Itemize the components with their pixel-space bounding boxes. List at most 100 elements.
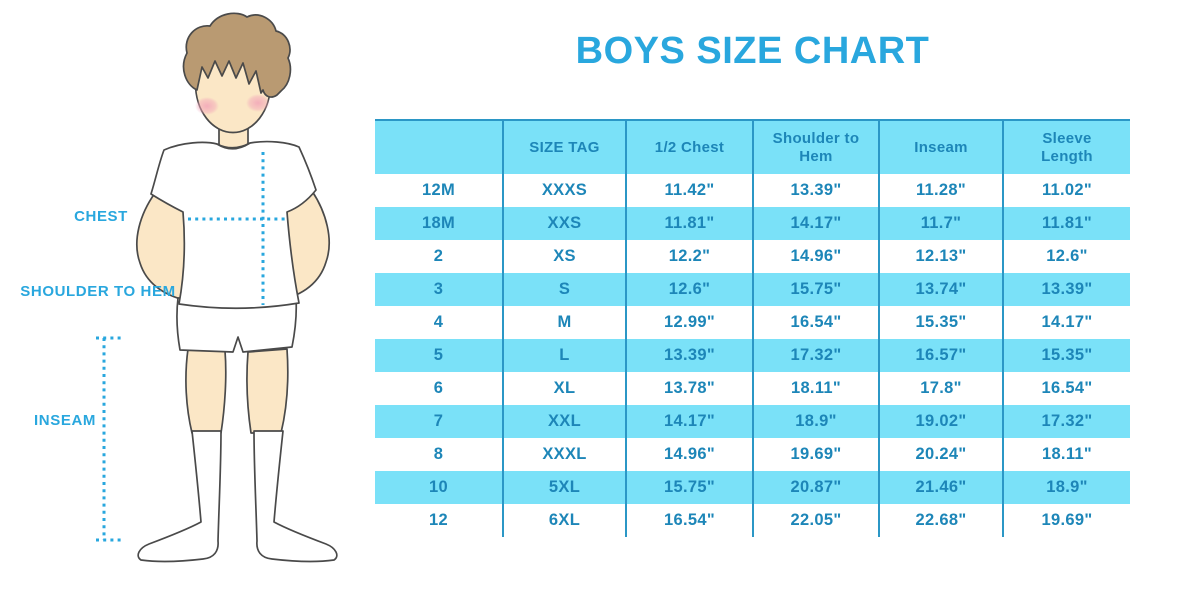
cell-shoulder-to-hem: 20.87" <box>752 471 878 504</box>
cell-half-chest: 13.39" <box>625 339 752 372</box>
boy-cheek-left <box>195 97 219 115</box>
cell-sleeve-length: 17.32" <box>1002 405 1130 438</box>
cell-half-chest: 14.96" <box>625 438 752 471</box>
header-shoulder-to-hem: Shoulder to Hem <box>752 121 878 174</box>
cell-sleeve-length: 14.17" <box>1002 306 1130 339</box>
cell-inseam: 16.57" <box>878 339 1002 372</box>
page-title: BOYS SIZE CHART <box>575 30 930 72</box>
table-row: 12M XXXS 11.42" 13.39" 11.28" 11.02" <box>375 174 1130 207</box>
cell-size-tag: XL <box>502 372 625 405</box>
cell-half-chest: 15.75" <box>625 471 752 504</box>
table-row: 3 S 12.6" 15.75" 13.74" 13.39" <box>375 273 1130 306</box>
table-row: 5 L 13.39" 17.32" 16.57" 15.35" <box>375 339 1130 372</box>
boy-shorts <box>176 297 298 353</box>
cell-sleeve-length: 12.6" <box>1002 240 1130 273</box>
cell-inseam: 17.8" <box>878 372 1002 405</box>
cell-size: 6 <box>433 379 444 397</box>
cell-shoulder-to-hem: 15.75" <box>752 273 878 306</box>
shoulder-to-hem-label: SHOULDER TO HEM <box>20 283 176 300</box>
boy-hair <box>182 12 292 98</box>
boy-leg-left <box>185 348 227 434</box>
cell-shoulder-to-hem: 16.54" <box>752 306 878 339</box>
cell-inseam: 11.28" <box>878 174 1002 207</box>
cell-half-chest: 12.99" <box>625 306 752 339</box>
cell-inseam: 22.68" <box>878 504 1002 537</box>
cell-half-chest: 11.81" <box>625 207 752 240</box>
cell-shoulder-to-hem: 17.32" <box>752 339 878 372</box>
cell-shoulder-to-hem: 18.11" <box>752 372 878 405</box>
boy-leg-right <box>246 348 289 434</box>
table-body: 12M XXXS 11.42" 13.39" 11.28" 11.02" 18M… <box>375 174 1130 537</box>
cell-size: 7 <box>433 412 444 430</box>
cell-sleeve-length: 11.81" <box>1002 207 1130 240</box>
table-row: 8 XXXL 14.96" 19.69" 20.24" 18.11" <box>375 438 1130 471</box>
cell-size: 5 <box>433 346 444 364</box>
cell-size: 2 <box>433 247 444 265</box>
cell-inseam: 11.7" <box>878 207 1002 240</box>
cell-size-tag: S <box>502 273 625 306</box>
table-row: 18M XXS 11.81" 14.17" 11.7" 11.81" <box>375 207 1130 240</box>
cell-inseam: 19.02" <box>878 405 1002 438</box>
table-row: 4 M 12.99" 16.54" 15.35" 14.17" <box>375 306 1130 339</box>
table-row: 10 5XL 15.75" 20.87" 21.46" 18.9" <box>375 471 1130 504</box>
cell-shoulder-to-hem: 14.96" <box>752 240 878 273</box>
header-size <box>375 121 502 174</box>
cell-size: 18M <box>422 214 455 232</box>
header-sleeve-length: Sleeve Length <box>1002 121 1130 174</box>
cell-shoulder-to-hem: 18.9" <box>752 405 878 438</box>
cell-inseam: 12.13" <box>878 240 1002 273</box>
cell-shoulder-to-hem: 14.17" <box>752 207 878 240</box>
cell-size-tag: XS <box>502 240 625 273</box>
cell-shoulder-to-hem: 19.69" <box>752 438 878 471</box>
cell-half-chest: 16.54" <box>625 504 752 537</box>
cell-size-tag: XXS <box>502 207 625 240</box>
cell-half-chest: 12.2" <box>625 240 752 273</box>
cell-size-tag: 5XL <box>502 471 625 504</box>
header-half-chest: 1/2 Chest <box>625 121 752 174</box>
header-size-tag: SIZE TAG <box>502 121 625 174</box>
table-header-row: SIZE TAG 1/2 Chest Shoulder to Hem Insea… <box>375 121 1130 174</box>
cell-size-tag: XXL <box>502 405 625 438</box>
cell-size: 10 <box>429 478 448 496</box>
cell-size: 12 <box>429 511 448 529</box>
size-table: SIZE TAG 1/2 Chest Shoulder to Hem Insea… <box>375 119 1130 537</box>
cell-half-chest: 14.17" <box>625 405 752 438</box>
cell-sleeve-length: 18.9" <box>1002 471 1130 504</box>
cell-size: 4 <box>433 313 444 331</box>
table-row: 12 6XL 16.54" 22.05" 22.68" 19.69" <box>375 504 1130 537</box>
boy-cheek-right <box>246 94 270 112</box>
cell-half-chest: 12.6" <box>625 273 752 306</box>
cell-sleeve-length: 11.02" <box>1002 174 1130 207</box>
inseam-label: INSEAM <box>34 412 96 429</box>
cell-sleeve-length: 15.35" <box>1002 339 1130 372</box>
cell-inseam: 20.24" <box>878 438 1002 471</box>
measurement-figure: CHEST SHOULDER TO HEM INSEAM <box>0 0 380 600</box>
boy-sock-left <box>137 430 222 563</box>
cell-size-tag: XXXL <box>502 438 625 471</box>
cell-half-chest: 11.42" <box>625 174 752 207</box>
boy-collar-line <box>216 142 251 150</box>
boy-illustration <box>96 12 338 563</box>
cell-inseam: 13.74" <box>878 273 1002 306</box>
cell-sleeve-length: 19.69" <box>1002 504 1130 537</box>
cell-inseam: 15.35" <box>878 306 1002 339</box>
cell-size: 8 <box>433 445 444 463</box>
cell-size-tag: M <box>502 306 625 339</box>
header-inseam: Inseam <box>878 121 1002 174</box>
table-row: 7 XXL 14.17" 18.9" 19.02" 17.32" <box>375 405 1130 438</box>
cell-size-tag: 6XL <box>502 504 625 537</box>
cell-size-tag: XXXS <box>502 174 625 207</box>
cell-size: 12M <box>422 181 455 199</box>
cell-sleeve-length: 18.11" <box>1002 438 1130 471</box>
boy-sock-right <box>253 430 338 563</box>
cell-size: 3 <box>433 280 444 298</box>
cell-size-tag: L <box>502 339 625 372</box>
table-row: 6 XL 13.78" 18.11" 17.8" 16.54" <box>375 372 1130 405</box>
cell-half-chest: 13.78" <box>625 372 752 405</box>
cell-shoulder-to-hem: 13.39" <box>752 174 878 207</box>
cell-shoulder-to-hem: 22.05" <box>752 504 878 537</box>
table-row: 2 XS 12.2" 14.96" 12.13" 12.6" <box>375 240 1130 273</box>
cell-sleeve-length: 16.54" <box>1002 372 1130 405</box>
chest-label: CHEST <box>74 208 128 225</box>
